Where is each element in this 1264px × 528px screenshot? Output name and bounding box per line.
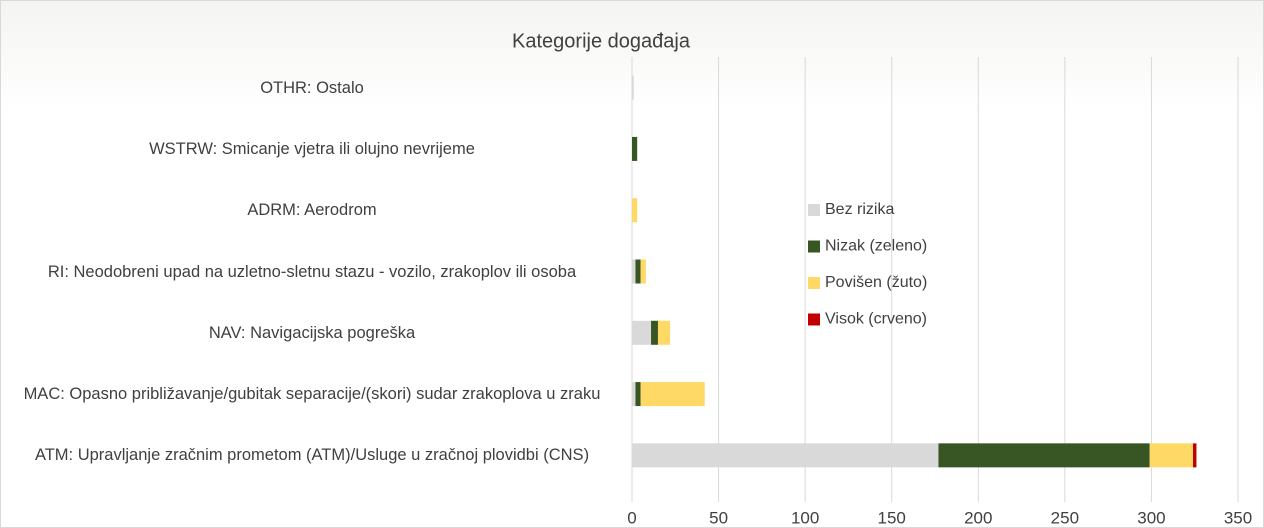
bar-segment — [632, 320, 652, 345]
bar-segment — [938, 443, 1150, 468]
bar-segment — [651, 320, 658, 345]
bar-segment — [1149, 443, 1193, 468]
bar-segment — [640, 382, 705, 407]
bar-segment — [635, 259, 641, 284]
category-label: WSTRW: Smicanje vjetra ili olujno nevrij… — [149, 139, 475, 158]
bar-segment — [632, 136, 638, 161]
category-label: ADRM: Aerodrom — [247, 201, 377, 220]
legend-swatch — [808, 313, 820, 326]
legend-swatch — [808, 240, 820, 253]
category-label: MAC: Opasno približavanje/gubitak separa… — [23, 385, 601, 404]
legend-label: Povišen (žuto) — [825, 274, 927, 291]
x-tick-label: 150 — [878, 508, 906, 527]
chart-title: Kategorije događaja — [512, 30, 691, 52]
legend-swatch — [808, 204, 820, 216]
bar-segment — [632, 198, 638, 223]
legend-label: Visok (crveno) — [825, 311, 927, 328]
x-tick-label: 50 — [709, 508, 728, 527]
category-label: OTHR: Ostalo — [260, 78, 364, 97]
legend-label: Bez rizika — [825, 201, 894, 218]
category-label: RI: Neodobreni upad na uzletno-sletnu st… — [47, 262, 577, 281]
bar-segment — [635, 382, 641, 407]
legend-swatch — [808, 277, 820, 289]
category-label: NAV: Navigacijska pogreška — [208, 323, 416, 342]
legend-label: Nizak (zeleno) — [825, 238, 927, 255]
bar-segment — [657, 320, 671, 345]
bar-segment — [632, 443, 939, 468]
x-tick-label: 100 — [791, 508, 819, 527]
category-label: ATM: Upravljanje zračnim prometom (ATM)/… — [34, 446, 590, 465]
x-tick-label: 350 — [1224, 508, 1252, 527]
bar-segment — [1192, 443, 1197, 468]
bar-segment — [632, 259, 636, 284]
bar-segment — [632, 382, 636, 407]
x-tick-label: 300 — [1137, 508, 1165, 527]
x-tick-label: 250 — [1051, 508, 1079, 527]
bar-segment — [640, 259, 646, 284]
x-tick-label: 200 — [964, 508, 992, 527]
bar-segment — [632, 75, 634, 100]
x-tick-label: 0 — [627, 508, 636, 527]
